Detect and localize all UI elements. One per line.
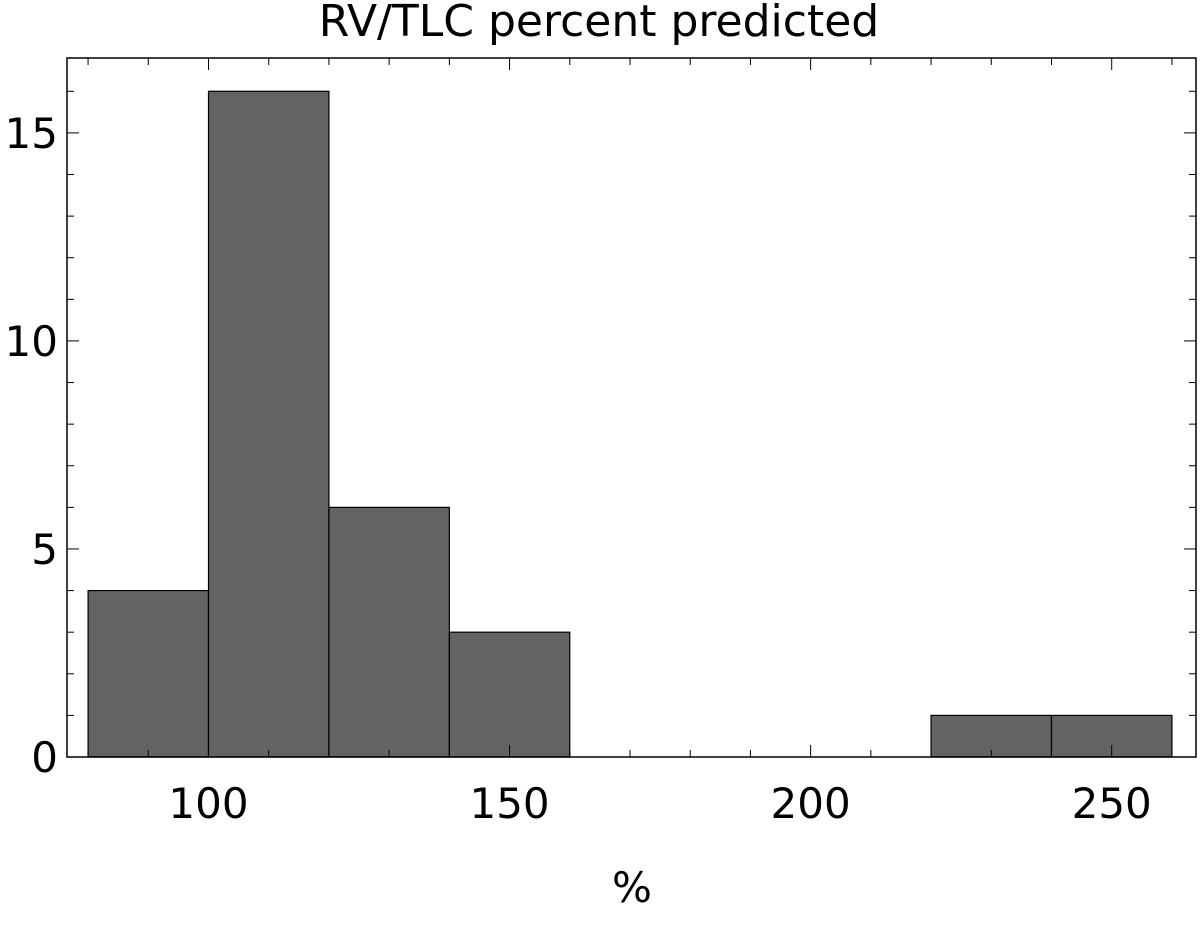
y-tick-labels: 0 5 10 15 (5, 109, 58, 782)
histogram-bar (448, 631, 571, 758)
bars-layer (87, 90, 1173, 758)
x-tick-label: 200 (771, 779, 851, 828)
histogram-bar (328, 506, 450, 758)
x-tick-labels: 100 150 200 250 (168, 779, 1151, 828)
chart-title: RV/TLC percent predicted (319, 0, 879, 47)
x-tick-label: 150 (469, 779, 549, 828)
x-axis-label: % (612, 863, 652, 912)
y-tick-label: 10 (5, 317, 58, 366)
histogram-bar (207, 90, 330, 758)
ticks-layer (67, 58, 1196, 758)
y-tick-label: 5 (31, 525, 58, 574)
plot-frame (66, 57, 1197, 758)
y-tick-label: 0 (31, 733, 58, 782)
x-tick-label: 100 (168, 779, 248, 828)
y-tick-label: 15 (5, 109, 58, 158)
x-tick-label: 250 (1072, 779, 1152, 828)
histogram-bar (87, 589, 210, 758)
